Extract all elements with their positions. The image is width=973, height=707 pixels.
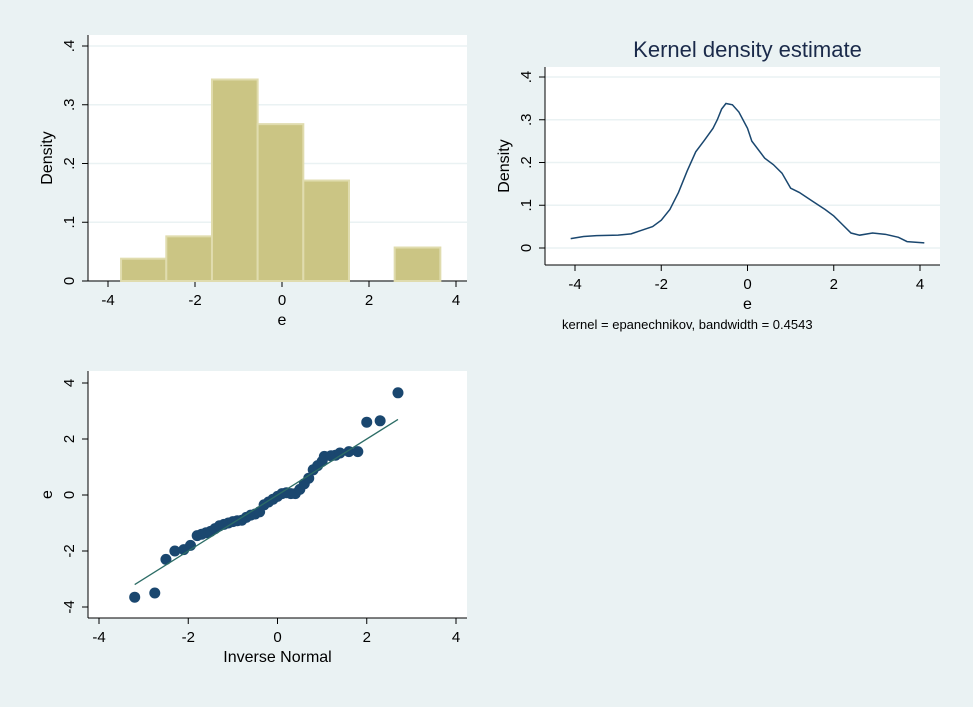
density-line — [570, 102, 925, 244]
chart-note: kernel = epanechnikov, bandwidth = 0.454… — [562, 317, 813, 332]
scatter-point — [352, 446, 364, 458]
y-tick-label: .4 — [61, 40, 78, 53]
scatter-point — [169, 545, 181, 557]
scatter-point — [361, 416, 373, 428]
y-axis-title: e — [39, 490, 56, 499]
scatter-point — [129, 591, 141, 603]
y-tick-label: .2 — [518, 156, 535, 169]
reference-line — [134, 418, 399, 586]
y-tick-label: -2 — [61, 544, 78, 557]
x-tick-label: -2 — [182, 629, 195, 646]
histogram-panel: -4 -2 0 2 4 0 .1 .2 .3 .4 e Density — [39, 35, 467, 329]
histogram-bar — [393, 246, 442, 282]
x-tick-label: -4 — [568, 276, 581, 293]
scatter-point — [160, 553, 172, 565]
x-tick-label: 2 — [363, 629, 371, 646]
x-tick-label: -2 — [655, 276, 668, 293]
x-tick-label: 0 — [273, 629, 281, 646]
y-axis-title: Density — [496, 139, 513, 192]
histogram-bar — [210, 78, 259, 282]
scatter-point — [392, 387, 404, 399]
y-tick-label: -4 — [61, 600, 78, 613]
x-tick-label: 0 — [743, 276, 751, 293]
y-tick-label: 0 — [61, 491, 78, 499]
x-tick-label: 4 — [452, 629, 460, 646]
x-tick-label: 0 — [278, 292, 286, 309]
x-tick-label: 2 — [830, 276, 838, 293]
chart-title: Kernel density estimate — [633, 37, 862, 62]
y-tick-label: .4 — [518, 71, 535, 84]
x-tick-label: -4 — [101, 292, 114, 309]
y-tick-label: 0 — [61, 277, 78, 285]
kernel-density-panel: -4 -2 0 2 4 0 .1 .2 .3 .4 e Density Kernel density e… — [496, 37, 940, 332]
scatter-point — [334, 447, 346, 459]
x-tick-label: -4 — [92, 629, 105, 646]
y-tick-label: .1 — [61, 216, 78, 229]
qnorm-panel: -4 -2 0 2 4 -4 -2 0 2 4 Inverse Normal e — [39, 371, 467, 666]
histogram-bar — [302, 179, 350, 283]
y-tick-label: .3 — [61, 98, 78, 111]
y-tick-label: 4 — [61, 379, 78, 387]
x-axis-title: Inverse Normal — [223, 649, 331, 666]
y-axis-title: Density — [39, 131, 56, 184]
scatter-point — [374, 415, 386, 427]
y-tick-label: .2 — [61, 157, 78, 170]
scatter-point — [149, 587, 161, 599]
x-tick-label: -2 — [188, 292, 201, 309]
x-tick-label: 4 — [452, 292, 460, 309]
plot-area — [545, 67, 940, 265]
x-tick-label: 2 — [365, 292, 373, 309]
y-tick-label: 2 — [61, 435, 78, 443]
histogram-bar — [165, 235, 213, 283]
histogram-bar — [256, 123, 305, 282]
y-tick-label: .1 — [518, 199, 535, 212]
x-axis-title: e — [278, 312, 287, 329]
scatter-point — [303, 472, 315, 484]
y-tick-label: 0 — [518, 244, 535, 252]
x-axis-title: e — [743, 296, 752, 313]
x-tick-label: 4 — [916, 276, 924, 293]
y-tick-label: .3 — [518, 113, 535, 126]
histogram-bar — [120, 257, 168, 282]
